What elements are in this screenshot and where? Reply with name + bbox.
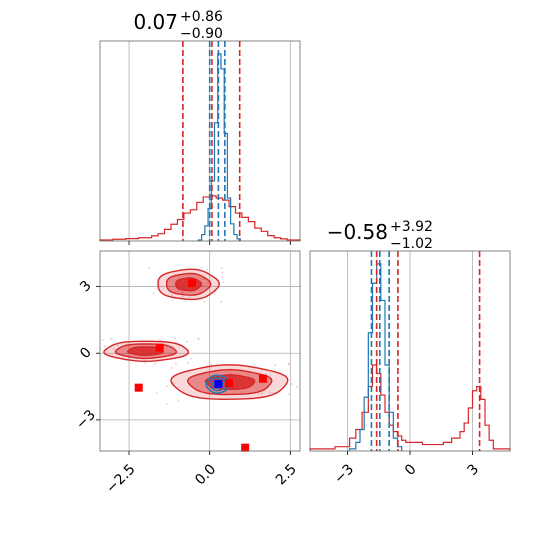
sample-point xyxy=(210,363,213,366)
sample-point xyxy=(200,266,203,269)
sample-point xyxy=(152,292,155,295)
contour-panel-param-1-vs-param-2: −2.5 0.0 2.5 3 0 −3 xyxy=(73,250,301,497)
contour-level-posterior_b xyxy=(205,374,230,394)
sample-point xyxy=(128,346,130,349)
sample-point xyxy=(222,281,225,283)
sample-point xyxy=(287,362,290,365)
sample-point xyxy=(182,291,184,294)
histogram-posterior_b xyxy=(197,53,241,241)
marker-posterior_a xyxy=(187,279,196,288)
sample-point xyxy=(171,294,173,297)
sample-point xyxy=(110,337,113,340)
marker-posterior_a xyxy=(241,443,250,452)
x-tick-label: 0 xyxy=(402,461,420,479)
sample-point xyxy=(221,271,224,274)
marker-posterior_a xyxy=(134,383,143,392)
sample-point xyxy=(206,268,208,271)
sample-point xyxy=(168,352,171,354)
sample-point xyxy=(177,275,180,278)
panel-title-value: −0.58 xyxy=(327,220,388,244)
sample-point xyxy=(188,296,191,299)
panel-title-lower-error: −0.90 xyxy=(180,26,223,42)
panel-title-upper-error: +0.86 xyxy=(180,9,223,25)
histogram-panel-param-2: −0.58 +3.92−1.02 −3 0 3 xyxy=(309,219,511,487)
sample-point xyxy=(173,338,176,341)
y-tick-label: 3 xyxy=(77,278,95,296)
sample-point xyxy=(230,372,233,375)
sample-point xyxy=(296,385,298,388)
sample-point xyxy=(112,348,115,351)
histogram-posterior_a xyxy=(99,195,301,241)
sample-point xyxy=(177,289,179,292)
sample-point xyxy=(220,300,223,303)
sample-point xyxy=(202,284,205,287)
sample-point xyxy=(287,393,290,395)
sample-point xyxy=(181,295,184,298)
sample-point xyxy=(189,357,192,360)
sample-point xyxy=(165,403,168,406)
contour-level-posterior_a xyxy=(127,346,165,356)
x-tick-label: −2.5 xyxy=(103,461,138,496)
sample-point xyxy=(101,339,104,342)
sample-point xyxy=(147,267,150,269)
sample-point xyxy=(116,344,119,346)
sample-point xyxy=(171,366,173,369)
sample-point xyxy=(144,362,146,365)
sample-point xyxy=(187,362,189,364)
histogram-posterior_b xyxy=(348,263,403,451)
sample-point xyxy=(206,282,208,284)
panel-title-lower-error: −1.02 xyxy=(390,236,433,252)
sample-point xyxy=(202,278,205,280)
marker-posterior_a xyxy=(258,374,267,383)
sample-point xyxy=(197,337,199,340)
sample-point xyxy=(203,300,206,303)
sample-point xyxy=(154,362,157,365)
sample-point xyxy=(258,392,260,395)
sample-point xyxy=(274,364,277,367)
x-tick-label: 0.0 xyxy=(192,461,219,488)
sample-point xyxy=(204,386,206,388)
marker-posterior_b xyxy=(214,379,223,388)
contour-level-posterior_b xyxy=(208,377,227,392)
y-tick-label: 0 xyxy=(77,344,95,362)
sample-point xyxy=(291,383,293,385)
marker-posterior_a xyxy=(225,379,234,388)
x-tick-label: 2.5 xyxy=(273,461,300,488)
sample-point xyxy=(220,267,223,270)
y-tick-label: −3 xyxy=(73,407,99,433)
sample-point xyxy=(221,276,224,278)
x-tick-label: 3 xyxy=(464,461,482,479)
sample-point xyxy=(175,362,177,365)
sample-point xyxy=(186,340,188,343)
histogram-frame xyxy=(99,40,301,242)
marker-posterior_a xyxy=(155,343,164,352)
sample-point xyxy=(261,392,263,395)
sample-point xyxy=(155,392,158,395)
sample-point xyxy=(165,385,168,388)
x-tick-label: −3 xyxy=(331,461,357,487)
panel-title-upper-error: +3.92 xyxy=(390,219,433,235)
sample-point xyxy=(177,400,180,402)
sample-point xyxy=(104,345,106,348)
panel-title-value: 0.07 xyxy=(133,10,178,34)
contour-frame xyxy=(99,250,301,452)
sample-point xyxy=(269,391,271,394)
sample-point xyxy=(180,291,183,294)
histogram-panel-param-1: 0.07 +0.86−0.90 xyxy=(99,9,301,245)
sample-point xyxy=(213,293,215,296)
